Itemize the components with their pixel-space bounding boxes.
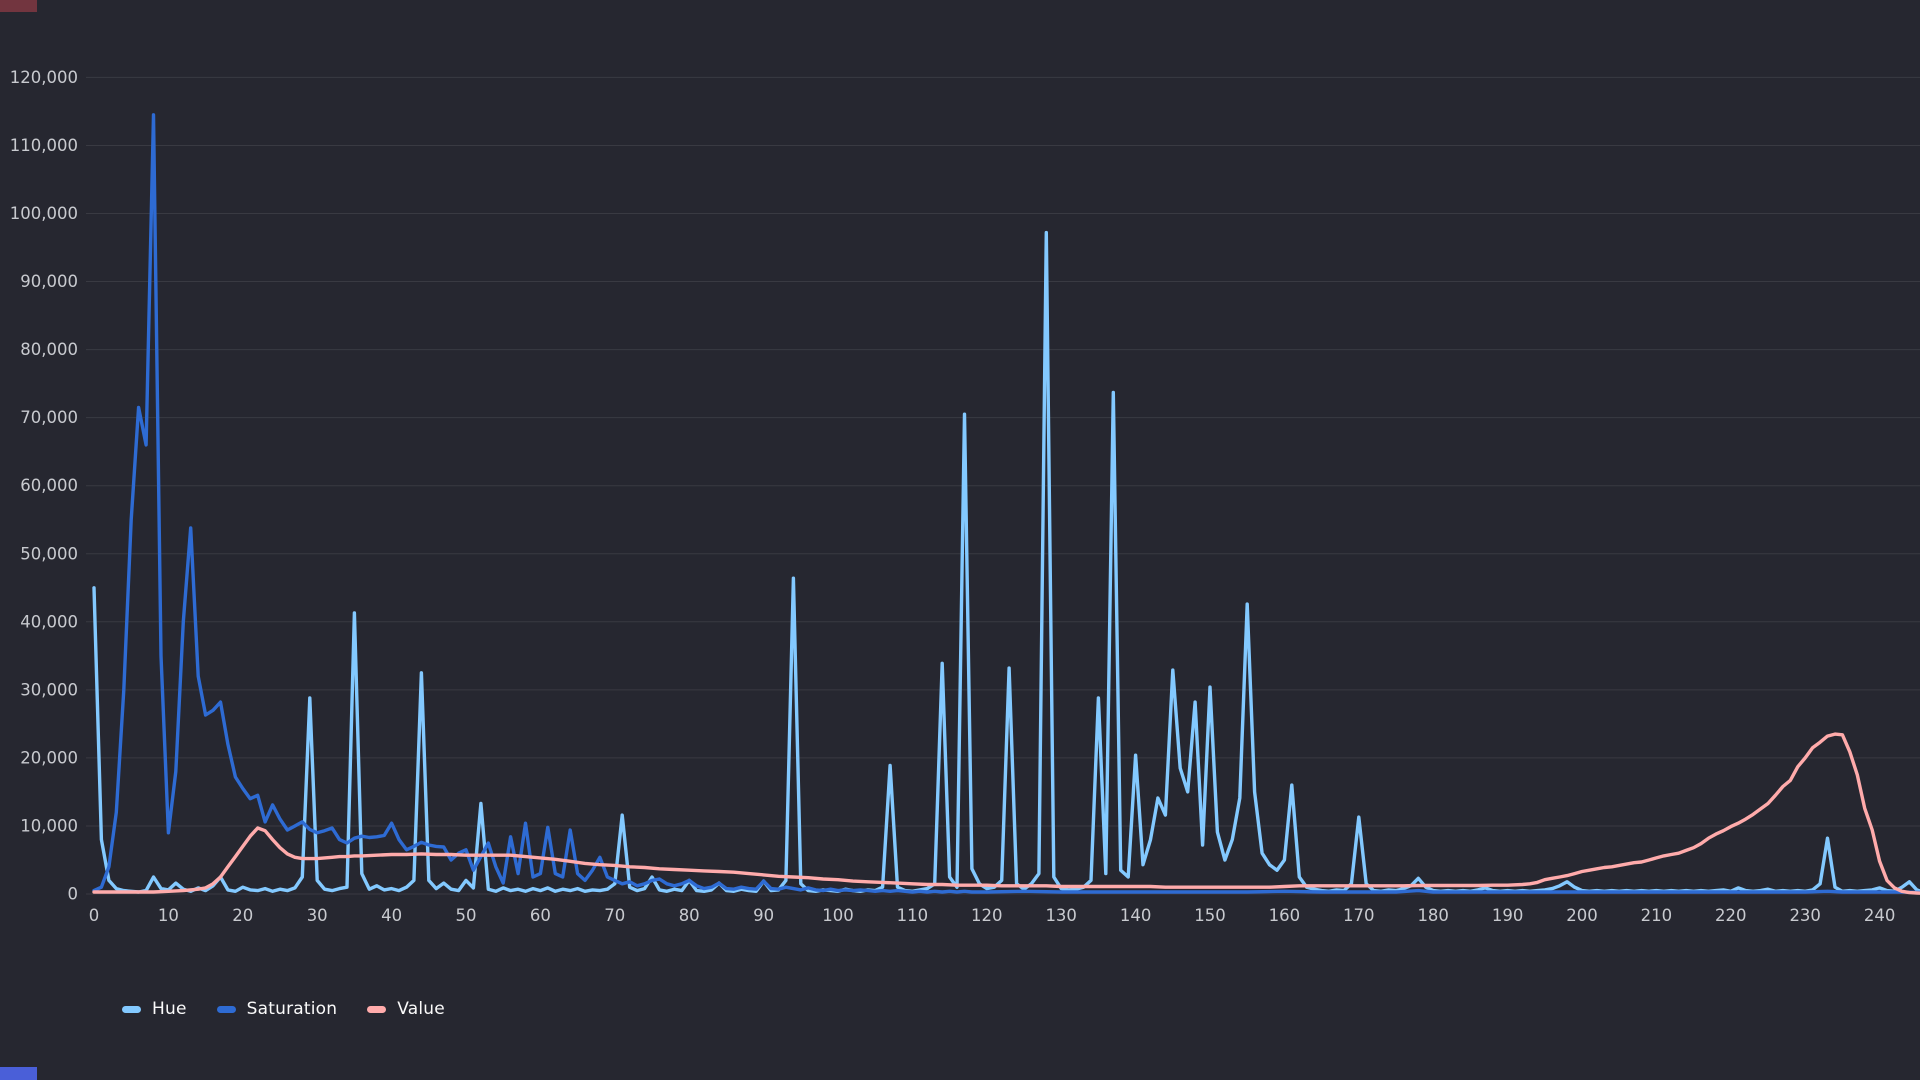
y-tick-label: 110,000 [10,136,78,155]
x-tick-label: 90 [753,906,774,925]
x-tick-label: 210 [1641,906,1673,925]
series-line-saturation [92,113,1920,895]
clipped-element-top-left [0,0,37,12]
x-tick-label: 180 [1417,906,1449,925]
legend-label: Hue [152,999,187,1019]
x-tick-label: 120 [971,906,1003,925]
y-tick-label: 60,000 [20,476,78,495]
x-tick-label: 0 [89,906,100,925]
x-tick-label: 150 [1194,906,1226,925]
y-tick-label: 10,000 [20,816,78,835]
x-tick-label: 190 [1492,906,1524,925]
legend-item-hue: Hue [122,999,187,1019]
x-tick-label: 240 [1864,906,1896,925]
x-tick-label: 50 [456,906,477,925]
y-tick-label: 0 [68,885,79,904]
series-line-value [92,732,1920,895]
y-tick-label: 70,000 [20,408,78,427]
x-tick-label: 40 [381,906,402,925]
x-tick-label: 70 [604,906,625,925]
legend-item-saturation: Saturation [216,999,338,1019]
x-tick-label: 100 [822,906,854,925]
x-tick-label: 30 [307,906,328,925]
y-tick-label: 90,000 [20,272,78,291]
x-tick-label: 200 [1566,906,1598,925]
y-tick-label: 30,000 [20,680,78,699]
y-tick-label: 120,000 [10,68,78,87]
clipped-element-bottom-left [0,1067,37,1080]
legend-swatch-hue [122,1005,141,1013]
x-tick-label: 80 [679,906,700,925]
y-tick-label: 40,000 [20,612,78,631]
y-tick-label: 80,000 [20,340,78,359]
y-tick-label: 50,000 [20,544,78,563]
legend-swatch-saturation [216,1005,236,1013]
legend-label: Saturation [246,999,338,1019]
x-tick-label: 140 [1120,906,1152,925]
chart-legend: Hue Saturation Value [122,999,445,1019]
x-tick-label: 160 [1269,906,1301,925]
x-tick-label: 230 [1789,906,1821,925]
y-tick-label: 20,000 [20,748,78,767]
x-tick-label: 130 [1045,906,1077,925]
x-tick-label: 170 [1343,906,1375,925]
x-tick-label: 60 [530,906,551,925]
legend-item-value: Value [367,999,445,1019]
legend-label: Value [397,999,445,1019]
x-tick-label: 10 [158,906,179,925]
x-tick-label: 220 [1715,906,1747,925]
legend-swatch-value [367,1005,387,1013]
x-tick-label: 110 [897,906,929,925]
y-tick-label: 100,000 [10,204,78,223]
x-tick-label: 20 [232,906,253,925]
